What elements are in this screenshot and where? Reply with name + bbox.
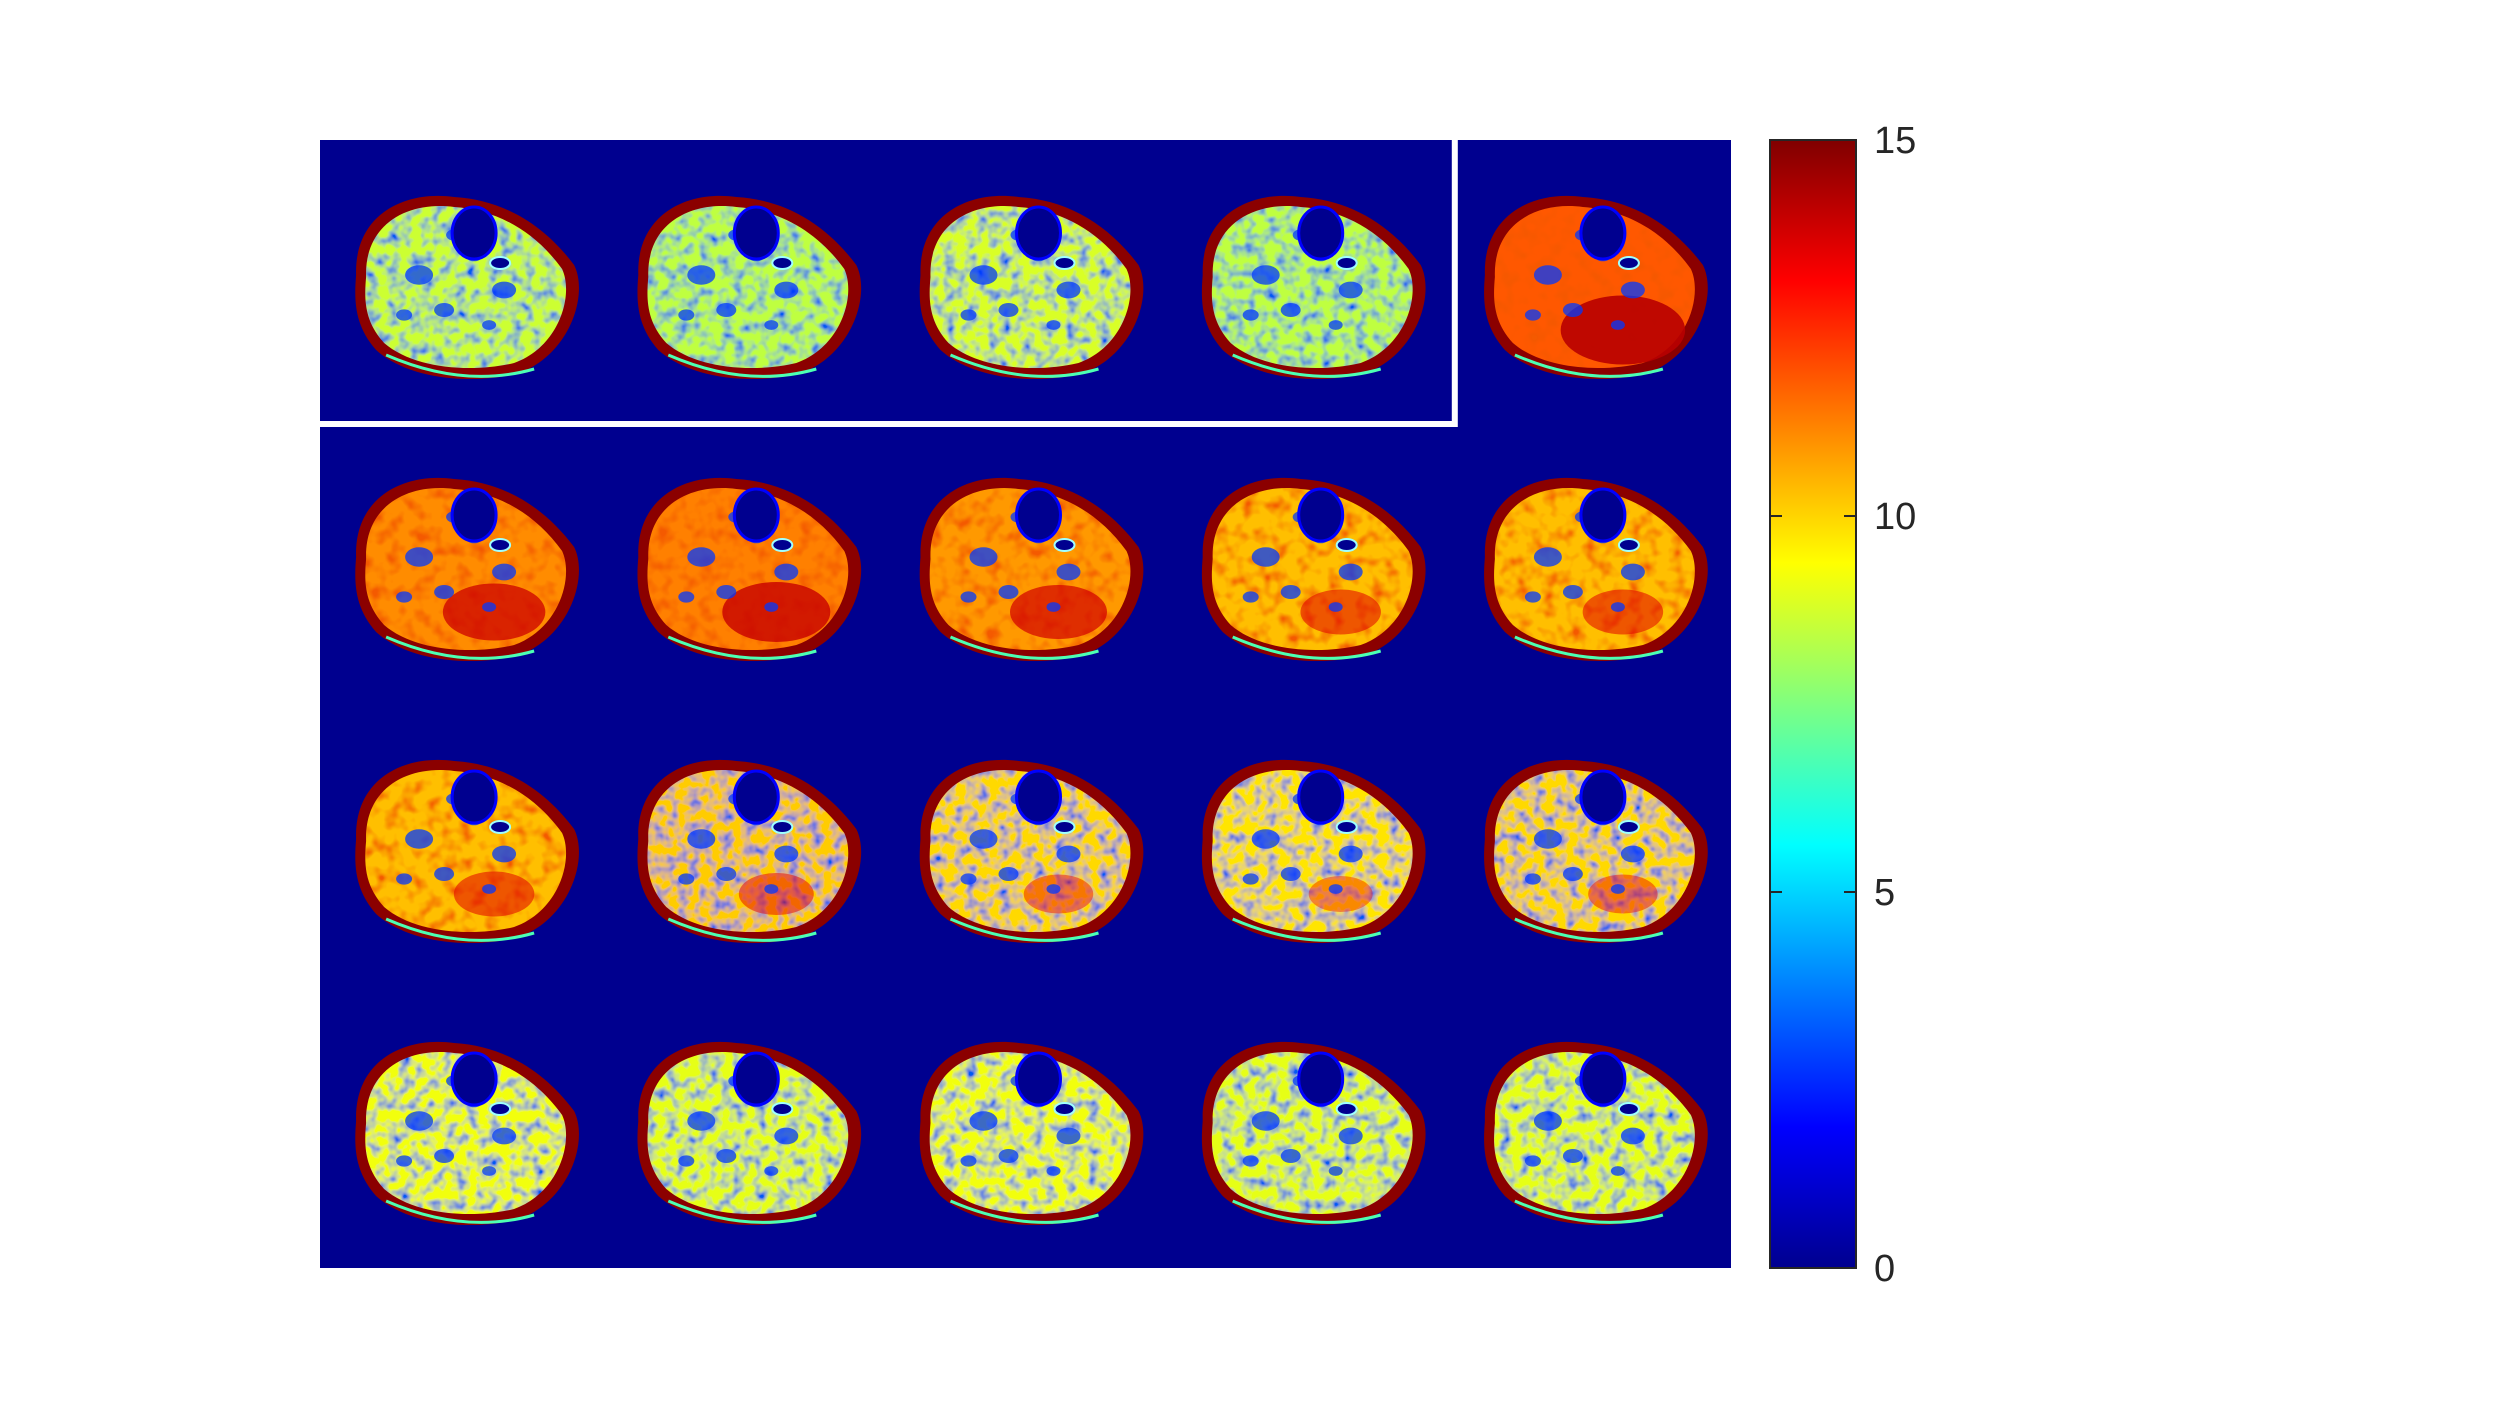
colorbar-tick-label: 5 [1874, 872, 1895, 914]
mri-slice-tile [1201, 195, 1426, 380]
mri-slice-tile [355, 195, 579, 380]
highlight-box [320, 140, 1458, 427]
image-montage [320, 140, 1731, 1268]
mri-slice-tile [1484, 477, 1708, 662]
mri-slice-tile [637, 1041, 862, 1226]
mri-slice-tile [355, 759, 579, 944]
mri-slice-tile [919, 759, 1144, 944]
colorbar-tick-label: 0 [1874, 1248, 1895, 1290]
mri-slice-tile [355, 1041, 579, 1226]
mri-slice-tile [355, 477, 579, 662]
mri-slice-tile [637, 759, 862, 944]
mri-slice-tile [637, 195, 862, 380]
mri-slice-tile [1484, 195, 1708, 380]
mri-slice-tile [1201, 759, 1426, 944]
colorbar-gradient [1770, 140, 1856, 1268]
mri-slice-tile [1201, 1041, 1426, 1226]
mri-slice-tile [1484, 759, 1708, 944]
mri-slice-tile [1201, 477, 1426, 662]
mri-slice-tile [919, 195, 1144, 380]
mri-slice-tile [919, 1041, 1144, 1226]
colorbar-border [1769, 139, 1857, 1269]
colorbar: 0 5 10 15 [1769, 120, 1916, 1290]
mri-slice-tile [919, 477, 1144, 662]
mri-slice-tile [637, 477, 862, 662]
colorbar-tick-label: 10 [1874, 496, 1916, 538]
colorbar-tick-label: 15 [1874, 120, 1916, 162]
mri-slice-tile [1484, 1041, 1708, 1226]
